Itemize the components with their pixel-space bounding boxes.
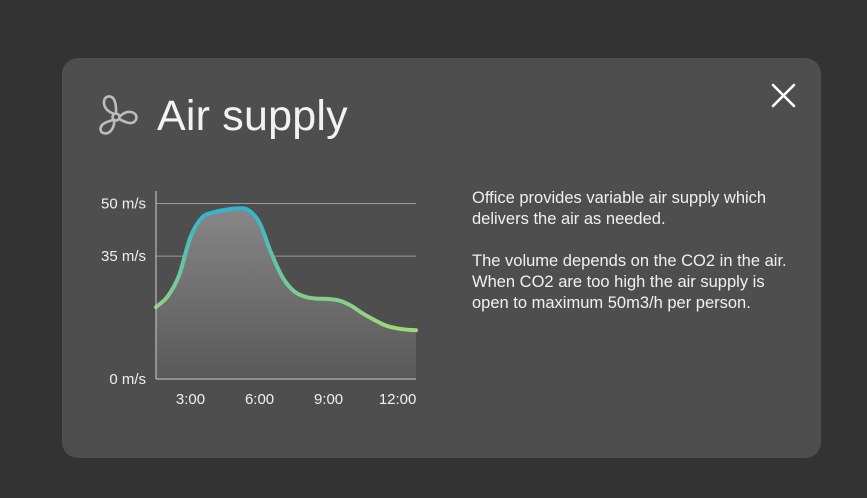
description: Office provides variable air supply whic… <box>472 188 792 335</box>
x-tick-label: 3:00 <box>176 391 205 408</box>
chart-svg: 50 m/s 35 m/s 0 m/s 3:00 6:00 9:00 12:00 <box>101 191 418 408</box>
y-tick-label: 0 m/s <box>109 371 146 388</box>
card-title: Air supply <box>157 92 348 140</box>
air-supply-card: Air supply 50 m/s 35 m/s 0 m/s 3:00 6:00 9:00 <box>62 58 821 458</box>
chart-area <box>156 208 416 379</box>
air-supply-chart: 50 m/s 35 m/s 0 m/s 3:00 6:00 9:00 12:00 <box>80 183 430 418</box>
y-tick-label: 35 m/s <box>101 248 146 265</box>
y-tick-label: 50 m/s <box>101 196 146 213</box>
description-paragraph-1: Office provides variable air supply whic… <box>472 189 767 228</box>
x-tick-label: 12:00 <box>379 391 417 408</box>
chart-series-line <box>154 206 418 333</box>
fan-icon <box>99 95 138 135</box>
description-paragraph-2: The volume depends on the CO2 in the air… <box>472 252 787 312</box>
x-tick-label: 6:00 <box>245 391 274 408</box>
x-tick-label: 9:00 <box>314 391 343 408</box>
close-icon[interactable] <box>765 78 801 114</box>
